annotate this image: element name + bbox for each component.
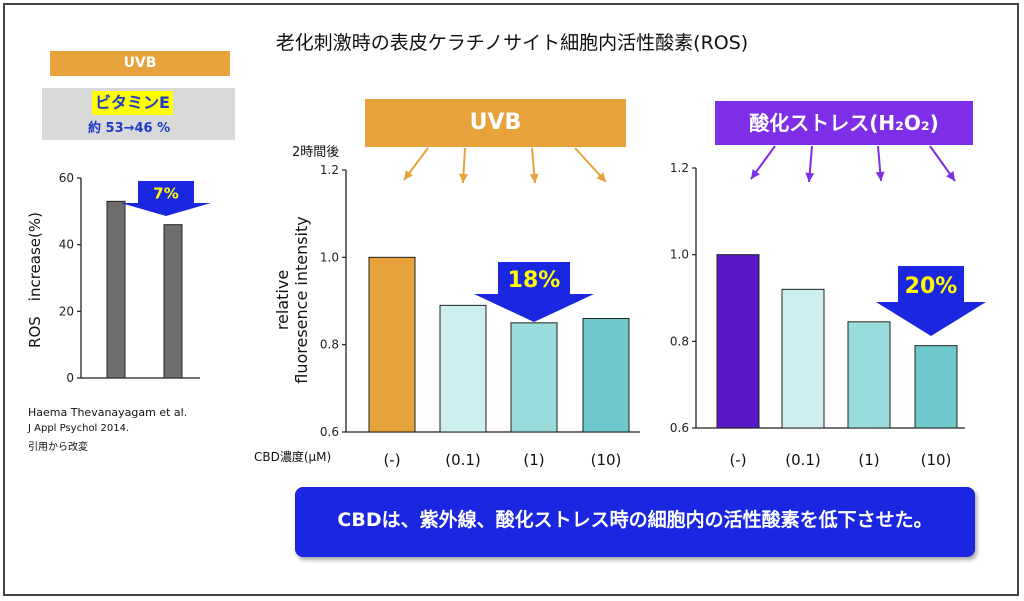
h2o2-y-tick-label-1: 0.8 [670,334,689,348]
vitamin-e-label: ビタミンE [92,91,173,115]
vitamin-e-reduction-label: 7% [153,184,178,202]
h2o2-arrowhead-1 [805,172,815,182]
citation-journal: J Appl Psychol 2014. [28,423,130,434]
conclusion-box: CBDは、紫外線、酸化ストレス時の細胞内の活性酸素を低下させた。 [295,487,975,557]
uvb-category-label-1: (0.1) [445,451,481,469]
x-axis-title: CBD濃度(μM) [254,449,331,464]
h2o2-bar-2 [847,321,891,429]
h2o2-bar-3 [914,345,958,429]
vitamin-e-y-tick-label-2: 40 [59,238,74,252]
uvb-category-label-2: (1) [523,451,544,469]
uvb-arrowhead-3 [596,172,606,182]
h2o2-bar-0 [716,254,760,429]
h2o2-down-arrow [876,266,986,336]
uvb-down-arrow [474,262,594,322]
vitamin-e-y-tick-label-1: 20 [59,304,74,318]
uvb-category-label-0: (-) [383,451,400,469]
h2o2-category-label-3: (10) [921,451,952,469]
slide-title: 老化刺激時の表皮ケラチノサイト細胞内活性酸素(ROS) [275,32,749,54]
vitamin-e-bar-1 [163,224,183,379]
uvb-bar-0 [368,256,416,433]
time-label: 2時間後 [292,145,339,160]
h2o2-y-tick-label-0: 0.6 [670,421,689,435]
uvb-y-tick-label-3: 1.2 [320,163,339,177]
vitamin-e-y-tick-label-0: 0 [66,371,74,385]
uvb-y-tick-label-2: 1.0 [320,250,339,264]
h2o2-banner: 酸化ストレス(H₂O₂) [715,101,973,145]
uvb-bar-2 [510,322,558,433]
citation-author: Haema Thevanayagam et al. [28,406,188,419]
uvb-arrowhead-2 [529,173,539,183]
uvb-bar-3 [582,317,630,433]
vitamin-e-bar-0 [106,200,126,379]
h2o2-y-tick-label-3: 1.2 [670,161,689,175]
vitamin-e-change: 約 53→46 % [88,121,171,136]
uvb-category-label-3: (10) [591,451,622,469]
vitamin-e-y-tick-label-3: 60 [59,171,74,185]
vitamin-e-y-axis-label: ROS increase(%) [26,212,44,348]
uvb-y-tick-label-1: 0.8 [320,338,339,352]
h2o2-reduction-label: 20% [905,274,958,299]
h2o2-arrowhead-0 [751,169,760,179]
h2o2-bar-1 [781,288,825,429]
h2o2-category-label-2: (1) [858,451,879,469]
uvb-y-axis-label-line2: fluoresence intensity [292,216,311,384]
h2o2-arrowhead-2 [875,171,885,181]
uvb-y-axis-label-line1: relative [273,270,292,330]
uvb-label-small: UVB [50,51,230,76]
uvb-bar-1 [439,304,487,433]
uvb-arrowhead-0 [404,170,413,180]
uvb-reduction-label: 18% [508,268,561,293]
vitamin-e-down-arrow [121,181,211,216]
h2o2-category-label-1: (0.1) [785,451,821,469]
uvb-banner: UVB [365,99,626,147]
h2o2-y-tick-label-2: 1.0 [670,248,689,262]
citation-note: 引用から改変 [28,442,88,453]
uvb-arrowhead-1 [459,173,469,183]
h2o2-arrowhead-3 [946,171,955,181]
h2o2-category-label-0: (-) [729,451,746,469]
uvb-y-tick-label-0: 0.6 [320,425,339,439]
